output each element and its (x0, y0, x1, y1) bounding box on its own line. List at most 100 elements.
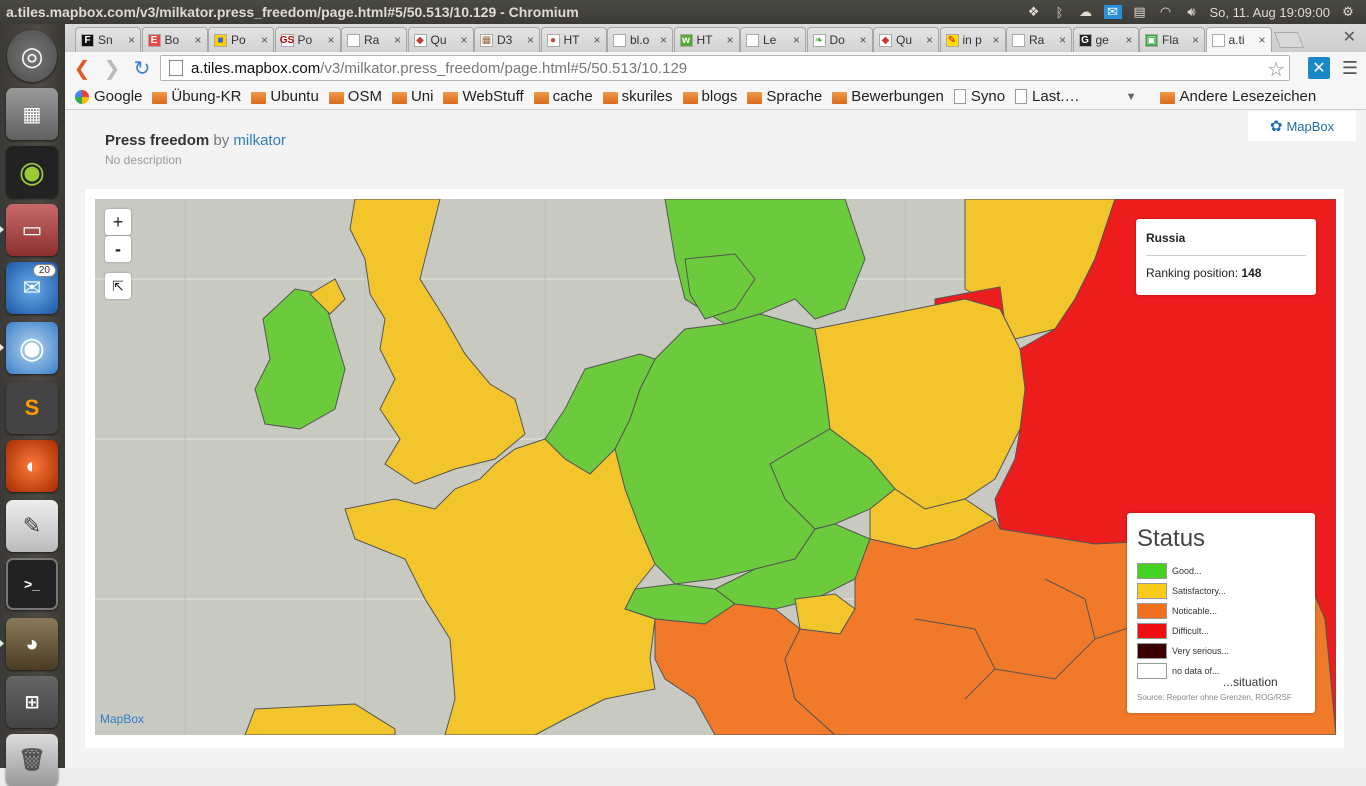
author-link[interactable]: milkator (233, 132, 286, 149)
map-title: Press freedom (105, 132, 210, 149)
bookmark-label: Übung-KR (171, 88, 242, 105)
close-window-icon[interactable]: ✕ (1342, 29, 1356, 46)
bookmark-item[interactable]: Übung-KR (152, 88, 241, 105)
workspace-switcher-icon[interactable]: ⊞ (6, 676, 58, 728)
tooltip-country: Russia (1146, 231, 1306, 256)
legend-list: Good... Satisfactory... Noticable... Diffic… (1137, 561, 1305, 681)
text-editor-icon[interactable]: ✎ (6, 500, 58, 552)
gimp-icon[interactable]: ◕ (6, 618, 58, 670)
bookmark-item[interactable]: OSM (328, 88, 382, 105)
map[interactable]: + - ⇱ Russia Ranking position: 148 Statu… (95, 199, 1336, 735)
extension-icon[interactable]: ✕ (1308, 57, 1330, 79)
close-tab-icon[interactable]: × (1125, 33, 1133, 47)
folder-icon (832, 91, 848, 104)
terminal-icon[interactable]: >_ (6, 558, 58, 610)
bluetooth-icon[interactable]: ᛒ (1055, 4, 1064, 20)
zoom-out-button[interactable]: - (105, 236, 131, 262)
tab-favicon-icon: ▦ (480, 33, 493, 47)
close-tab-icon[interactable]: × (992, 33, 1000, 47)
browser-tab[interactable]: bl.o × (607, 27, 673, 52)
thunderbird-icon[interactable]: ✉ 20 (6, 262, 58, 314)
sublime-icon[interactable]: S (6, 382, 58, 434)
map-attribution[interactable]: MapBox (100, 712, 145, 726)
bookmark-item[interactable]: Uni (391, 88, 433, 105)
new-tab-button[interactable] (1274, 32, 1304, 48)
bookmark-item[interactable]: Bewerbungen (832, 88, 944, 105)
close-tab-icon[interactable]: × (659, 33, 667, 47)
volume-icon[interactable]: 🔊︎ (1187, 4, 1196, 19)
dropbox-icon[interactable]: ❖ (1027, 4, 1040, 19)
chromium-icon[interactable]: ◉ (6, 322, 58, 374)
bookmark-item[interactable]: Ubuntu (251, 88, 319, 105)
trash-icon[interactable]: 🗑︎ (6, 734, 58, 786)
browser-tab[interactable]: GS Po × (274, 27, 341, 52)
browser-tab[interactable]: F Sn × (75, 27, 141, 52)
close-tab-icon[interactable]: × (526, 33, 534, 47)
other-bookmarks[interactable]: Andere Lesezeichen (1160, 88, 1316, 105)
browser-tab[interactable]: E Bo × (141, 27, 208, 52)
wifi-icon[interactable]: ◠ (1159, 4, 1172, 19)
close-tab-icon[interactable]: × (393, 33, 401, 47)
browser-tab[interactable]: ■ Po × (208, 27, 274, 52)
legend-item: no data of... (1137, 661, 1305, 681)
close-tab-icon[interactable]: × (925, 33, 933, 47)
menu-icon[interactable]: ☰ (1341, 58, 1358, 78)
close-tab-icon[interactable]: × (859, 33, 867, 47)
browser-tab[interactable]: ◆ Qu × (873, 27, 939, 52)
bookmark-item[interactable]: Google (75, 88, 142, 105)
tab-label: Do (829, 33, 845, 47)
cloud-icon[interactable]: ☁ (1079, 4, 1093, 19)
browser-tab[interactable]: Ra × (1006, 27, 1072, 52)
calculator-icon[interactable]: ▦ (6, 88, 58, 140)
app-icon[interactable]: ◐ (6, 440, 58, 492)
share-icon[interactable]: ⇱ (105, 273, 131, 299)
spotify-icon[interactable]: ◉ (6, 146, 58, 198)
gear-icon[interactable]: ⚙ (1342, 4, 1354, 19)
tab-favicon-icon: G (1078, 33, 1092, 47)
mail-icon[interactable]: ✉ (1103, 4, 1122, 19)
close-tab-icon[interactable]: × (194, 33, 202, 47)
close-tab-icon[interactable]: × (327, 33, 335, 47)
close-tab-icon[interactable]: × (593, 33, 601, 47)
forward-button[interactable]: ❯ (103, 57, 121, 80)
keyboard-icon[interactable]: ▤ (1133, 4, 1146, 19)
back-button[interactable]: ❮ (73, 57, 91, 80)
bookmark-item[interactable]: cache (533, 88, 593, 105)
browser-tab[interactable]: Ra × (341, 27, 407, 52)
close-tab-icon[interactable]: × (1191, 33, 1199, 47)
browser-tab[interactable]: Le × (740, 27, 806, 52)
close-tab-icon[interactable]: × (127, 33, 135, 47)
bookmark-item[interactable]: Sprache (747, 88, 822, 105)
browser-tab[interactable]: ◆ Qu × (407, 27, 474, 52)
bookmark-star-icon[interactable]: ☆ (1267, 59, 1285, 81)
mapbox-badge[interactable]: ✿ MapBox (1248, 111, 1356, 141)
browser-tab[interactable]: ▦ D3 × (474, 27, 540, 52)
close-tab-icon[interactable]: × (726, 33, 734, 47)
browser-tab[interactable]: ✎ in p × (939, 27, 1006, 52)
bookmark-item[interactable]: blogs (682, 88, 737, 105)
dash-icon[interactable]: ◎ (7, 30, 57, 82)
tab-favicon-icon (1211, 33, 1225, 47)
close-tab-icon[interactable]: × (260, 33, 268, 47)
close-tab-icon[interactable]: × (1258, 33, 1266, 47)
close-tab-icon[interactable]: × (1058, 33, 1066, 47)
chevron-down-icon[interactable]: ▼ (1125, 90, 1137, 103)
close-tab-icon[interactable]: × (460, 33, 468, 47)
browser-window: F Sn × E Bo × ■ Po × GS Po × Ra × ◆ Qu × ▦ D3 × ● HT × bl.o × w HT… (65, 24, 1366, 768)
browser-tab[interactable]: w HT × (673, 27, 740, 52)
clock[interactable]: So, 11. Aug 19:09:00 (1209, 4, 1330, 20)
address-bar[interactable]: a.tiles.mapbox.com/v3/milkator.press_fre… (160, 55, 1290, 81)
zoom-in-button[interactable]: + (105, 209, 131, 235)
browser-tab[interactable]: ❧ Do × (806, 27, 873, 52)
file-manager-icon[interactable]: ▭ (6, 204, 58, 256)
bookmark-item[interactable]: Last.… (1015, 88, 1080, 105)
bookmark-item[interactable]: skuriles (602, 88, 673, 105)
browser-tab[interactable]: ▣ Fla × (1139, 27, 1205, 52)
reload-button[interactable]: ↻ (133, 57, 151, 80)
close-tab-icon[interactable]: × (792, 33, 800, 47)
browser-tab[interactable]: ● HT × (540, 27, 607, 52)
bookmark-item[interactable]: WebStuff (443, 88, 524, 105)
bookmark-item[interactable]: Syno (953, 88, 1005, 105)
browser-tab[interactable]: a.ti × (1205, 27, 1272, 52)
